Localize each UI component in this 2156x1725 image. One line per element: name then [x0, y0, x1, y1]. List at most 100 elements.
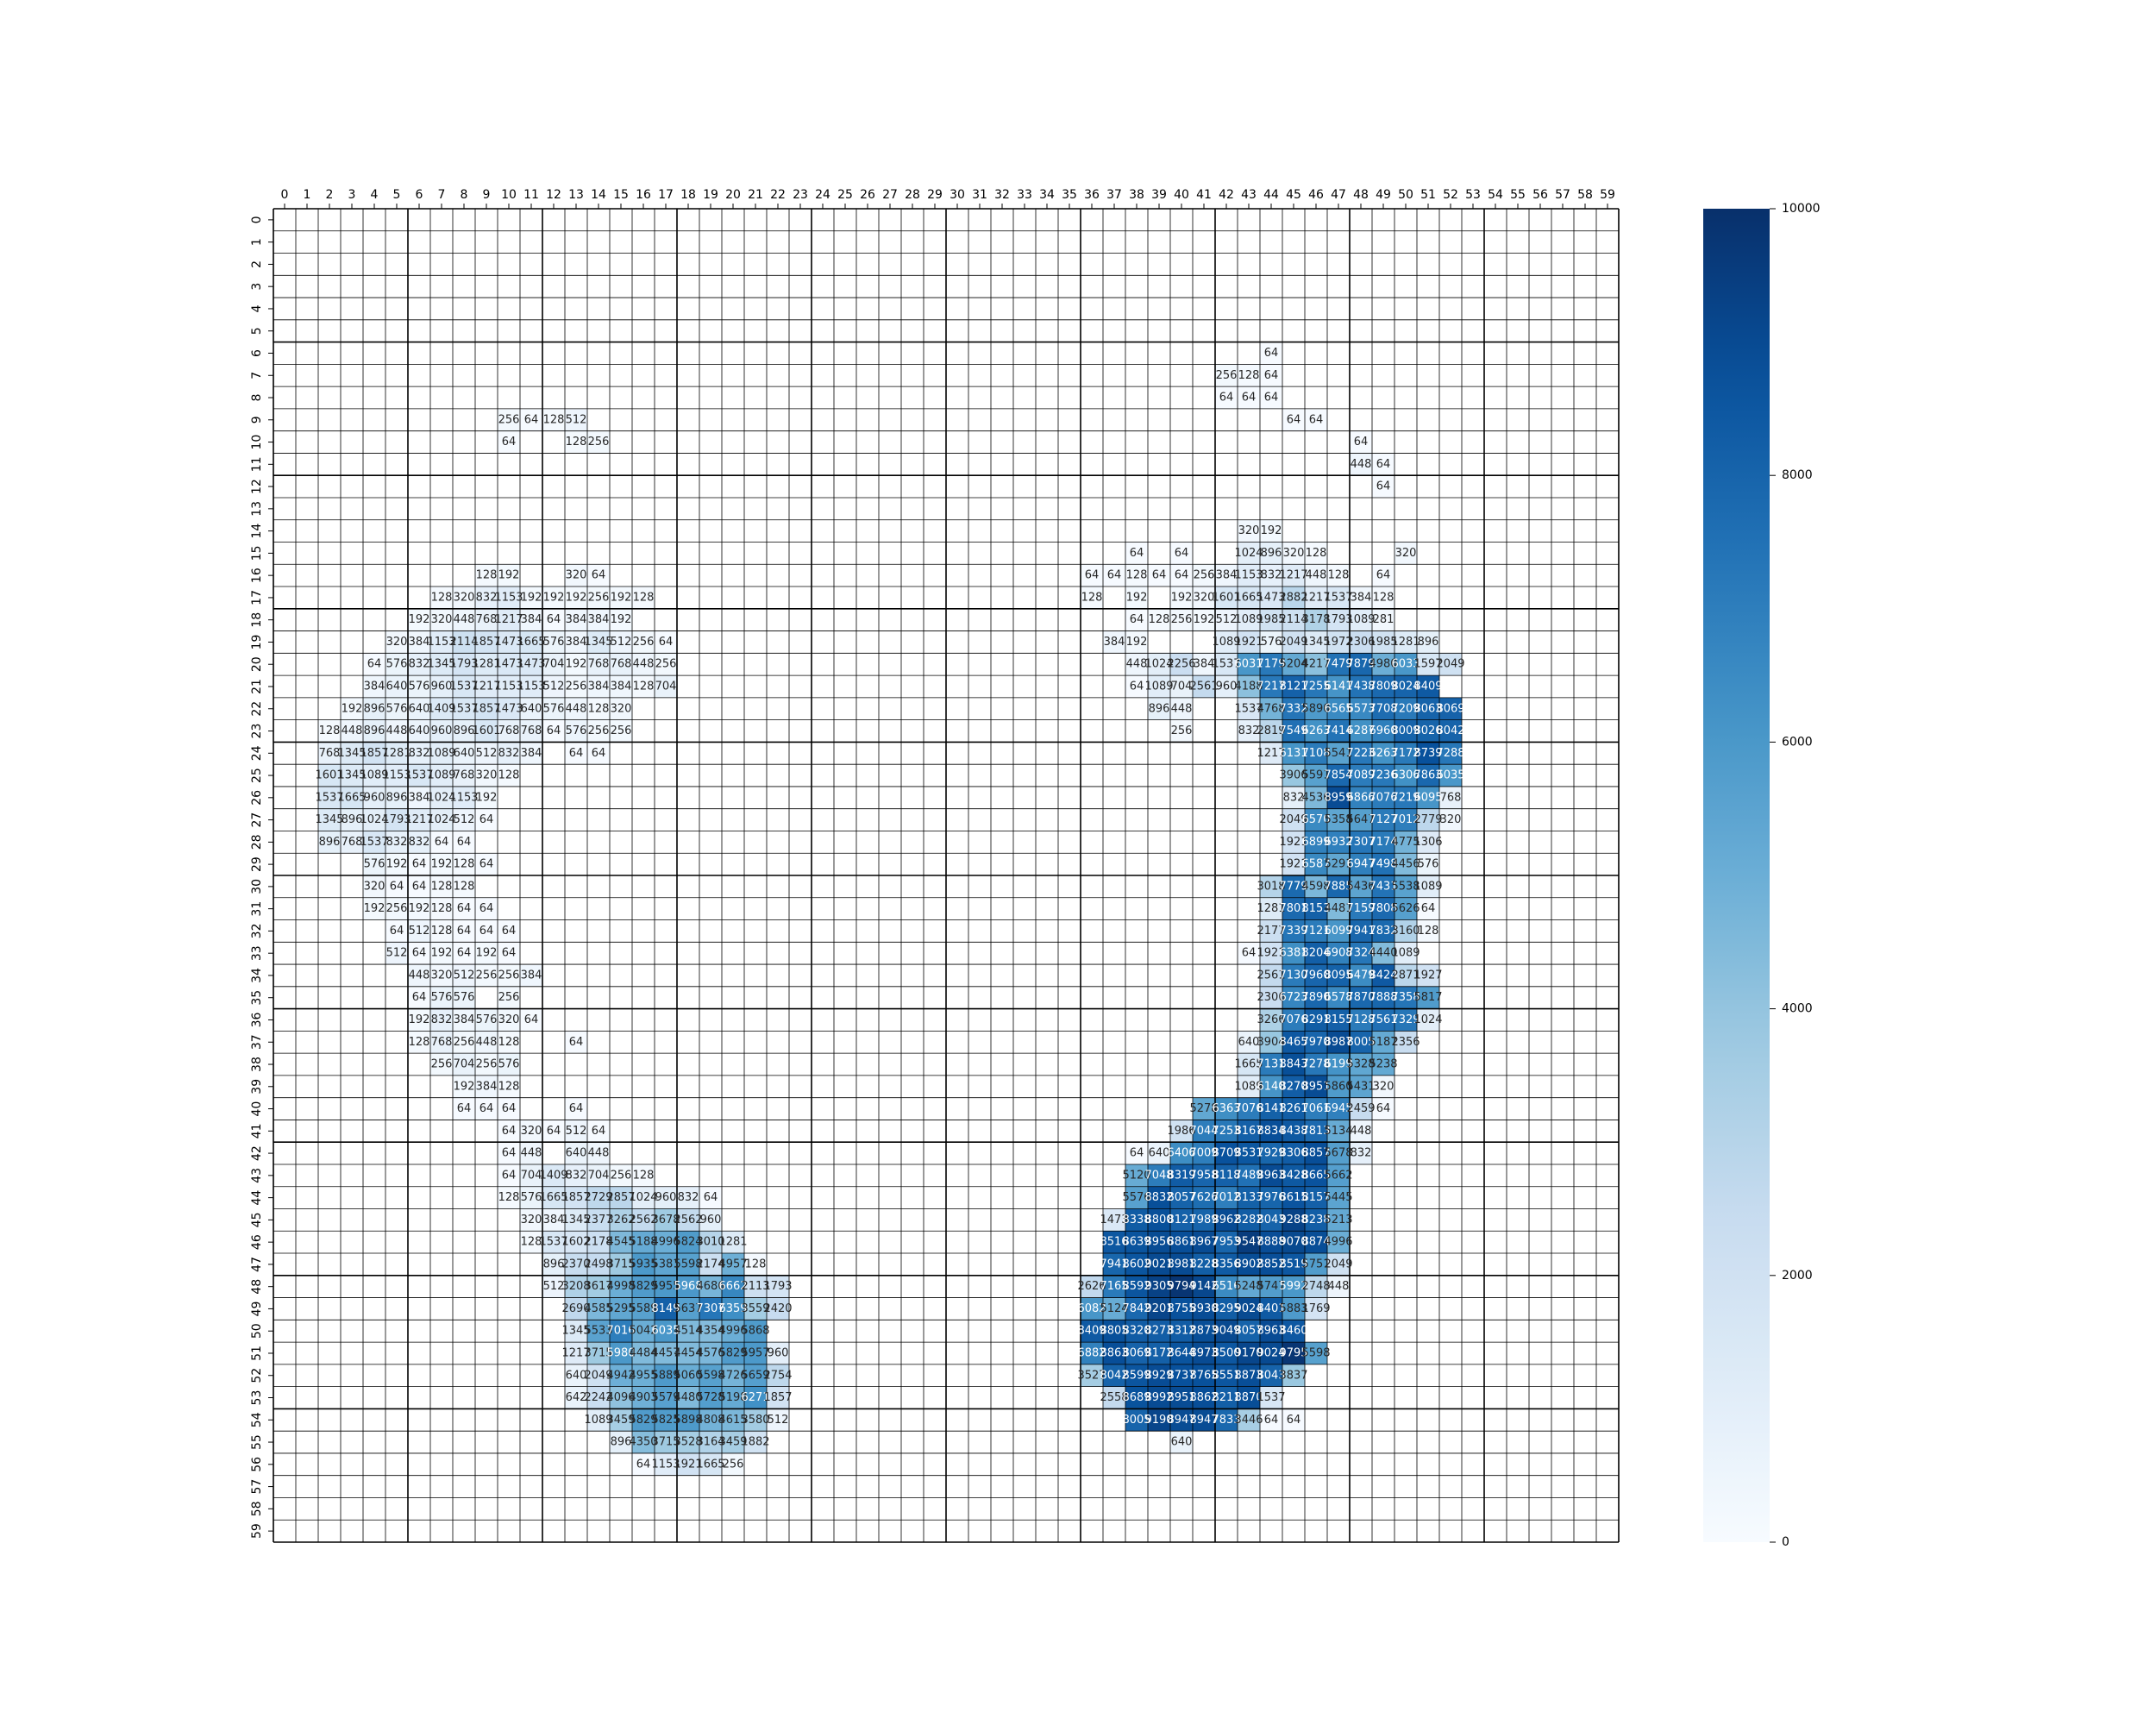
cell-value-label: 6899 — [1301, 836, 1330, 849]
cell-value-label: 704 — [655, 680, 677, 693]
cell-value-label: 2049 — [1279, 813, 1307, 826]
cell-value-label: 384 — [611, 680, 632, 693]
cell-value-label: 5381 — [651, 1258, 680, 1270]
cell-value-label: 2558 — [1100, 1391, 1128, 1404]
heatmap-cell — [1327, 719, 1350, 743]
cell-value-label: 64 — [502, 947, 517, 960]
heatmap-cell — [1372, 475, 1395, 498]
y-tick-label: 57 — [250, 1479, 264, 1495]
heatmap-cell — [542, 697, 565, 720]
heatmap-cell — [1395, 630, 1417, 654]
cell-value-label: 64 — [502, 1147, 517, 1160]
heatmap-cell — [520, 1231, 542, 1254]
heatmap-cell — [1305, 1208, 1327, 1232]
cell-value-label: 128 — [319, 724, 341, 737]
cell-value-label: 6263 — [1369, 747, 1397, 760]
heatmap-cell — [1170, 1164, 1193, 1187]
cell-value-label: 64 — [435, 836, 449, 849]
heatmap-cell — [587, 1208, 610, 1232]
heatmap-cell — [363, 719, 385, 743]
heatmap-cell — [1193, 1342, 1215, 1364]
cell-value-label: 896 — [1261, 547, 1282, 560]
heatmap-cell — [722, 1297, 744, 1320]
cell-value-label: 896 — [1418, 636, 1439, 649]
x-axis: 0 1 2 3 4 5 6 7 8 9 10 11 12 13 14 15 16 17 18 19 20 21 22 23 24… — [281, 188, 1615, 209]
heatmap-cell — [341, 742, 363, 765]
x-tick-label: 1 — [304, 188, 311, 202]
cell-value-label: 1281 — [1257, 902, 1285, 915]
heatmap-cell — [1282, 1364, 1305, 1387]
cell-value-label: 1601 — [315, 769, 343, 782]
cell-value-label: 64 — [412, 947, 427, 960]
cell-value-label: 512 — [454, 969, 475, 982]
cell-value-label: 896 — [342, 813, 363, 826]
heatmap-cell — [1417, 853, 1439, 875]
cell-value-label: 4615 — [718, 1414, 747, 1427]
heatmap-cell — [1327, 986, 1350, 1009]
cell-value-label: 128 — [745, 1258, 767, 1270]
x-tick-label: 22 — [770, 188, 786, 202]
cell-value-label: 6947 — [1346, 858, 1375, 871]
heatmap-cell — [542, 653, 565, 676]
cell-value-label: 512 — [768, 1414, 789, 1427]
cell-value-label: 1153 — [651, 1458, 680, 1471]
cell-value-label: 4955 — [629, 1369, 657, 1382]
heatmap-cell — [744, 1320, 767, 1343]
heatmap-cell — [1282, 1231, 1305, 1254]
heatmap-cell — [363, 808, 385, 831]
cell-value-label: 1665 — [539, 1191, 567, 1204]
cell-value-label: 5898 — [674, 1414, 702, 1427]
heatmap-cell — [1350, 853, 1372, 875]
heatmap-cell — [587, 697, 610, 720]
cell-value-label: 8947 — [1189, 1414, 1218, 1427]
heatmap-cell — [1350, 1075, 1372, 1098]
cell-value-label: 192 — [386, 858, 408, 871]
cell-value-label: 8042 — [1436, 724, 1464, 737]
heatmap-cell — [610, 1208, 632, 1232]
cell-value-label: 192 — [566, 591, 587, 604]
x-tick-label: 5 — [393, 188, 401, 202]
cell-value-label: 9142 — [1189, 1280, 1218, 1293]
heatmap-cell — [699, 1320, 722, 1343]
cell-value-label: 5576 — [1122, 1191, 1150, 1204]
heatmap-cell — [1125, 1164, 1148, 1187]
cell-value-label: 64 — [367, 658, 382, 671]
cell-value-label: 2377 — [584, 1214, 612, 1226]
cell-value-label: 8665 — [1301, 1169, 1330, 1182]
cell-value-label: 448 — [1351, 458, 1372, 471]
heatmap-cell — [632, 1320, 655, 1343]
heatmap-cell — [453, 719, 475, 743]
cell-value-label: 768 — [498, 724, 520, 737]
heatmap-cell — [1282, 719, 1305, 743]
cell-value-label: 576 — [386, 658, 408, 671]
cell-value-label: 832 — [1351, 1147, 1372, 1160]
cell-value-label: 7172 — [1391, 747, 1420, 760]
heatmap-cell — [498, 1031, 520, 1054]
cell-value-label: 2242 — [584, 1391, 612, 1404]
heatmap-cell — [1125, 1408, 1148, 1432]
heatmap-cell — [1327, 630, 1350, 654]
cell-value-label: 576 — [543, 702, 565, 715]
heatmap-cell — [744, 1342, 767, 1364]
heatmap-cell — [1260, 986, 1282, 1009]
y-tick-label: 11 — [250, 456, 264, 472]
cell-value-label: 896 — [454, 724, 475, 737]
cell-value-label: 128 — [1373, 591, 1395, 604]
heatmap-cell — [565, 1142, 587, 1164]
cell-value-label: 8172 — [1144, 1346, 1173, 1359]
cell-value-label: 192 — [1194, 613, 1215, 626]
heatmap-cell — [610, 1275, 632, 1298]
heatmap-cell — [1125, 1208, 1148, 1232]
cell-value-label: 1089 — [584, 1414, 612, 1427]
heatmap-cell — [542, 719, 565, 743]
cell-value-label: 640 — [386, 680, 408, 693]
heatmap-cell — [1417, 786, 1439, 809]
heatmap-cell — [632, 1297, 655, 1320]
heatmap-cell — [1327, 1208, 1350, 1232]
x-tick-label: 27 — [882, 188, 898, 202]
heatmap-cell — [610, 1408, 632, 1432]
heatmap-cell — [1327, 764, 1350, 787]
cell-value-label: 7813 — [1301, 1125, 1330, 1138]
cell-value-label: 320 — [611, 702, 632, 715]
heatmap-cell — [1327, 1142, 1350, 1164]
